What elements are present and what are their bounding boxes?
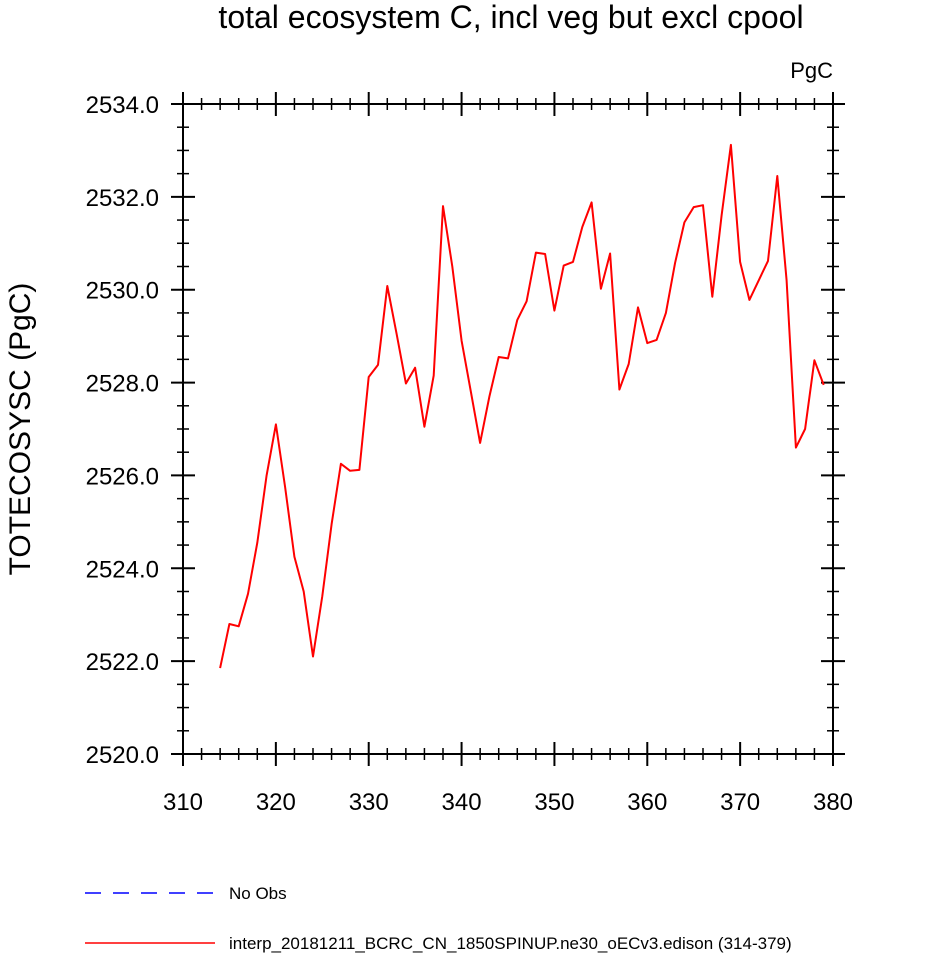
- y-tick-label: 2522.0: [86, 649, 159, 676]
- y-tick-label: 2534.0: [86, 92, 159, 119]
- x-tick-label: 340: [442, 789, 482, 816]
- y-tick-label: 2520.0: [86, 742, 159, 769]
- y-tick-label: 2526.0: [86, 463, 159, 490]
- y-tick-label: 2532.0: [86, 185, 159, 212]
- x-tick-label: 350: [534, 789, 574, 816]
- data-series: [219, 143, 825, 669]
- y-tick-label: 2530.0: [86, 278, 159, 305]
- axis-ticks: [171, 92, 845, 766]
- x-tick-labels: 310 320 330 340 350 360 370 380: [163, 789, 853, 816]
- x-tick-label: 320: [256, 789, 296, 816]
- legend-label-no-obs: No Obs: [229, 884, 287, 903]
- x-tick-label: 310: [163, 789, 203, 816]
- chart-title: total ecosystem C, incl veg but excl cpo…: [218, 0, 803, 35]
- x-tick-label: 380: [813, 789, 853, 816]
- legend-label-model: interp_20181211_BCRC_CN_1850SPINUP.ne30_…: [229, 934, 792, 953]
- y-axis-label: TOTECOSYSC (PgC): [4, 283, 37, 576]
- y-tick-label: 2528.0: [86, 371, 159, 398]
- legend: No Obs interp_20181211_BCRC_CN_1850SPINU…: [85, 884, 792, 953]
- plot-frame: [182, 103, 834, 755]
- y-tick-label: 2524.0: [86, 556, 159, 583]
- x-tick-label: 330: [349, 789, 389, 816]
- x-tick-label: 360: [627, 789, 667, 816]
- series-line: [219, 143, 825, 669]
- x-tick-label: 370: [720, 789, 760, 816]
- units-label: PgC: [790, 58, 833, 83]
- y-tick-labels: 2520.0 2522.0 2524.0 2526.0 2528.0 2530.0 2532…: [86, 92, 159, 769]
